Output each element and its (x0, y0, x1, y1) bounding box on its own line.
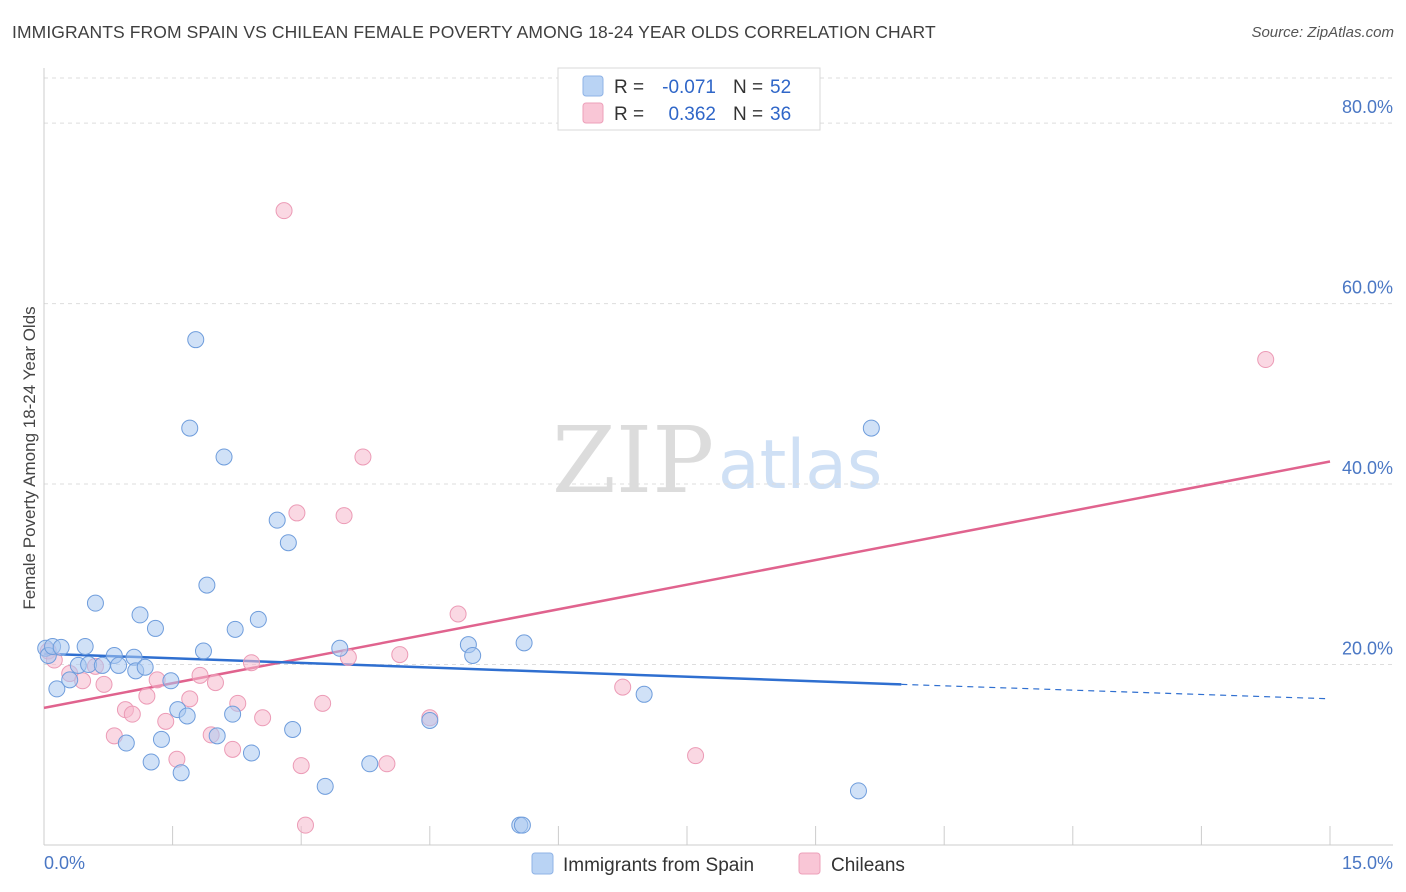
point-chileans-29 (378, 755, 396, 773)
x-tick-label-min: 0.0% (44, 853, 85, 873)
point-chileans-23 (292, 757, 310, 775)
point-chileans-33 (614, 678, 632, 696)
point-spain-39 (331, 639, 349, 657)
point-spain-4 (52, 638, 70, 656)
y-tick-label-60: 60.0% (1342, 278, 1393, 298)
point-spain-18 (142, 753, 160, 771)
y-tick-labels: 20.0% 40.0% 60.0% 80.0% (1342, 97, 1393, 658)
point-chileans-14 (191, 666, 209, 684)
point-chileans-20 (254, 709, 272, 727)
point-spain-35 (268, 511, 286, 529)
point-spain-49 (862, 419, 880, 437)
point-spain-45 (513, 816, 531, 834)
point-spain-48 (849, 782, 867, 800)
point-chileans-11 (157, 712, 175, 730)
point-spain-28 (198, 576, 216, 594)
trendline-spain (43, 652, 902, 686)
legend-n-value-chileans: 36 (770, 104, 791, 125)
point-spain-33 (242, 744, 260, 762)
bottom-legend-swatch-spain (531, 852, 554, 875)
axes (43, 68, 1393, 846)
point-spain-47 (635, 685, 653, 703)
point-spain-9 (86, 594, 104, 612)
legend-swatch-spain (582, 75, 604, 97)
point-chileans-24 (296, 816, 314, 834)
point-spain-26 (187, 331, 205, 349)
point-spain-17 (136, 658, 154, 676)
y-tick-label-20: 20.0% (1342, 639, 1393, 659)
point-chileans-9 (138, 687, 156, 705)
point-spain-31 (224, 705, 242, 723)
point-spain-21 (162, 672, 180, 690)
legend-n-label-spain: N = (733, 77, 763, 98)
point-spain-24 (178, 707, 196, 725)
bottom-legend: Immigrants from Spain Chileans (531, 852, 905, 876)
point-spain-13 (117, 734, 135, 752)
point-spain-46 (515, 634, 533, 652)
point-spain-5 (61, 671, 79, 689)
point-spain-20 (152, 730, 170, 748)
point-chileans-35 (1257, 351, 1275, 369)
point-spain-34 (249, 610, 267, 628)
legend-r-value-chileans: 0.362 (668, 104, 716, 125)
trendline-spain-extension (901, 683, 1331, 700)
point-spain-7 (76, 637, 94, 655)
legend-n-value-spain: 52 (770, 77, 791, 98)
point-spain-41 (421, 711, 439, 729)
gridlines (44, 77, 1393, 666)
legend-n-label-chileans: N = (733, 104, 763, 125)
bottom-legend-swatch-chileans (798, 852, 821, 875)
bottom-legend-label-chileans: Chileans (831, 855, 905, 876)
point-chileans-8 (123, 705, 141, 723)
point-spain-30 (215, 448, 233, 466)
point-spain-27 (194, 642, 212, 660)
point-chileans-13 (181, 690, 199, 708)
legend-r-label-chileans: R = (614, 104, 644, 125)
point-spain-40 (361, 755, 379, 773)
point-chileans-19 (242, 654, 260, 672)
point-chileans-32 (449, 605, 467, 623)
point-spain-25 (181, 419, 199, 437)
source-label: Source: ZipAtlas.com (1251, 24, 1394, 41)
point-spain-38 (316, 777, 334, 795)
point-spain-19 (146, 619, 164, 637)
point-chileans-16 (206, 674, 224, 692)
y-tick-label-40: 40.0% (1342, 458, 1393, 478)
watermark-atlas: atlas (718, 426, 882, 505)
legend-r-value-spain: -0.071 (662, 77, 716, 98)
point-chileans-30 (391, 646, 409, 664)
point-chileans-25 (314, 694, 332, 712)
bottom-legend-label-spain: Immigrants from Spain (563, 855, 754, 876)
point-spain-23 (172, 764, 190, 782)
legend-swatch-chileans (582, 102, 604, 124)
legend-r-label-spain: R = (614, 77, 644, 98)
point-spain-3 (48, 680, 66, 698)
point-chileans-22 (288, 504, 306, 522)
top-legend: R = -0.071 N = 52 R = 0.362 N = 36 (557, 67, 821, 131)
point-spain-37 (284, 720, 302, 738)
point-chileans-17 (224, 740, 242, 758)
point-chileans-26 (335, 507, 353, 525)
x-tick-label-max: 15.0% (1342, 853, 1393, 873)
point-chileans-5 (95, 675, 113, 693)
chart-title: IMMIGRANTS FROM SPAIN VS CHILEAN FEMALE … (12, 22, 936, 42)
data-points (37, 202, 1275, 834)
y-tick-label-80: 80.0% (1342, 97, 1393, 117)
point-spain-36 (279, 534, 297, 552)
point-chileans-28 (354, 448, 372, 466)
point-spain-43 (464, 647, 482, 665)
point-chileans-21 (275, 202, 293, 220)
y-axis-label: Female Poverty Among 18-24 Year Olds (20, 306, 39, 609)
watermark-zip: ZIP (552, 407, 714, 514)
point-spain-16 (131, 606, 149, 624)
point-spain-12 (110, 656, 128, 674)
point-chileans-34 (687, 747, 705, 765)
point-spain-32 (226, 620, 244, 638)
point-spain-29 (208, 727, 226, 745)
